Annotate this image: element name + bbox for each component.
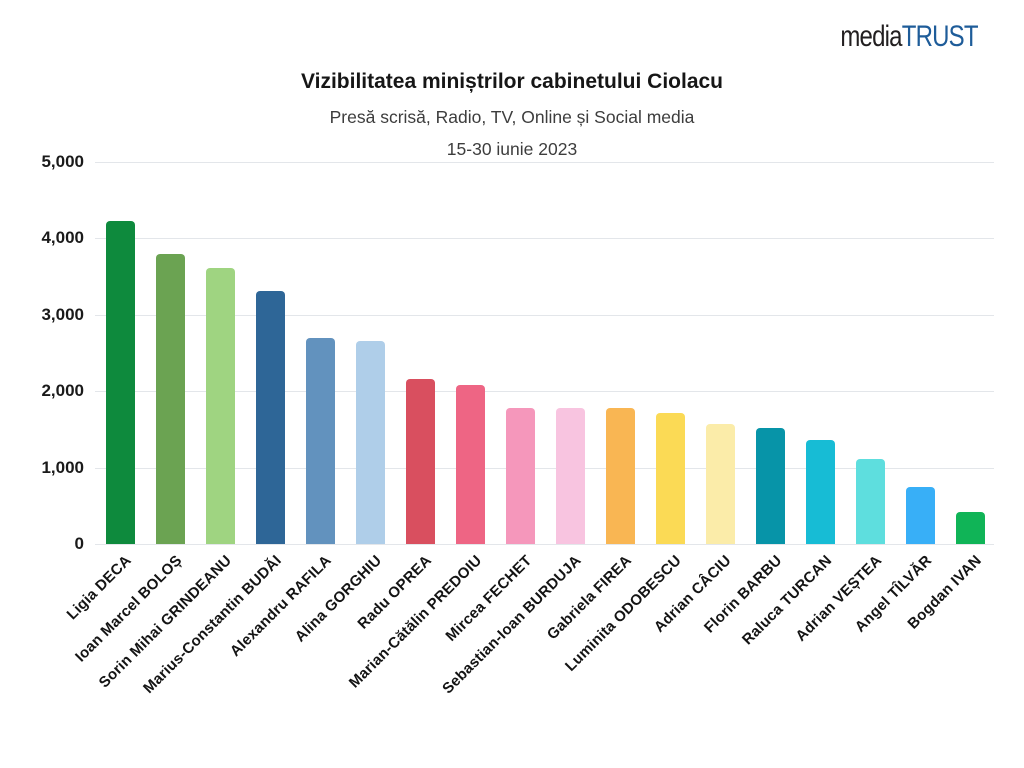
bar-florin-barbu — [755, 427, 785, 544]
y-tick-label: 2,000 — [41, 381, 84, 401]
x-axis-label-alina-gorghiu: Alina GORGHIU — [291, 552, 386, 646]
x-axis-label-raluca-turcan: Raluca TURCAN — [738, 552, 836, 649]
bar-gabriela-firea — [605, 408, 635, 544]
chart-period: 15-30 iunie 2023 — [446, 139, 578, 159]
gridline — [95, 391, 994, 393]
gridline — [95, 314, 994, 316]
chart-subtitle: Presă scrisă, Radio, TV, Online și Socia… — [329, 107, 695, 127]
x-axis-label-adrian-ve-tea: Adrian VEȘTEA — [792, 552, 886, 645]
bar-mircea-fechet — [505, 408, 535, 544]
bar-sorin-mihai-grindeanu — [205, 268, 235, 544]
x-axis-label-mircea-fechet: Mircea FECHET — [442, 552, 536, 645]
gridline — [95, 162, 994, 163]
bar-bogdan-ivan — [955, 511, 985, 544]
bar-angel-t-lv-r — [905, 486, 935, 544]
bar-alexandru-rafila — [305, 337, 335, 544]
bar-ioan-marcel-bolo — [155, 254, 185, 544]
y-tick-label: 5,000 — [41, 152, 84, 171]
chart-title: Vizibilitatea miniștrilor cabinetului Ci… — [300, 70, 724, 93]
bar-adrian-c-ciu — [705, 424, 735, 544]
logo-trust-text: TRUST — [902, 20, 979, 53]
gridline — [95, 467, 994, 469]
bar-marian-c-t-lin-predoiu — [455, 385, 485, 544]
bar-adrian-ve-tea — [855, 459, 885, 544]
mediatrust-logo-text: mediaTRUST — [840, 20, 979, 54]
bar-raluca-turcan — [805, 440, 835, 544]
y-tick-label: 4,000 — [41, 228, 84, 248]
bar-ligia-deca — [105, 220, 135, 544]
logo-media-text: media — [840, 20, 903, 53]
bar-luminita-odobescu — [655, 413, 685, 544]
y-tick-label: 3,000 — [41, 304, 84, 324]
bar-alina-gorghiu — [355, 340, 385, 544]
mediatrust-logo: mediaTRUST — [806, 20, 979, 54]
bar-radu-oprea — [405, 378, 435, 544]
y-tick-label: 0 — [74, 534, 84, 553]
gridline — [95, 544, 994, 545]
gridline — [95, 238, 994, 240]
y-tick-label: 1,000 — [41, 457, 84, 477]
bar-sebastian-ioan-burduja — [555, 408, 585, 544]
bar-marius-constantin-bud-i — [255, 291, 285, 544]
